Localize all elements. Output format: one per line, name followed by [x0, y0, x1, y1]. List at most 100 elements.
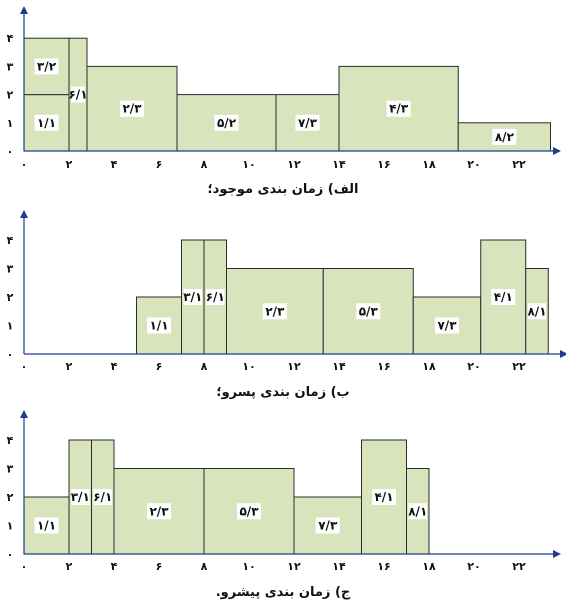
y-axis-arrow-icon [20, 6, 28, 14]
block-label-bg [356, 303, 381, 320]
block-label-bg [262, 303, 287, 320]
schedule-block: ۶/۱ [91, 439, 115, 555]
schedule-block: ۵/۳ [322, 268, 414, 355]
schedule-block: ۴/۱ [480, 239, 527, 355]
chart-2: ۱/۱۳/۱ ۶/۱۲/۳ ۵/۳۷/۳۴/۱۸/۱۰ ۲ ۴ ۶ ۸ ۱۰ ۱۲ ۱۴ ۱۶ ۱۸ ۲… [7, 410, 561, 600]
y-axis-arrow-icon [20, 410, 28, 418]
block-label-bg [527, 303, 547, 320]
block-label: ۵/۲ [217, 116, 237, 130]
block-label-bg [34, 58, 59, 75]
x-tick-label: ۱۶ [377, 560, 390, 573]
block-label: ۷/۳ [437, 319, 457, 333]
block-label-bg [315, 517, 340, 534]
block-label: ۱/۱ [37, 519, 56, 533]
y-tick-label: ۲ [7, 491, 14, 504]
block-label-bg [206, 289, 225, 305]
y-tick-label: ۴ [7, 32, 14, 45]
block-label: ۷/۳ [298, 116, 318, 130]
y-tick-label: ۳ [7, 463, 14, 476]
x-tick-label: ۱۶ [377, 360, 390, 373]
block-label-bg [386, 100, 411, 117]
chart-0: ۱/۱۳/۲۶/۱۲/۳۵/۲ ۷/۳۴/۳۸/۲۰ ۲ ۴ ۶ ۸ ۱۰ ۱۲ ۱۴ ۱۶ ۱۸ ۲… [7, 6, 561, 197]
y-tick-label: ۴ [7, 434, 14, 447]
x-tick-label: ۲۲ [512, 560, 526, 573]
x-tick-label: ۲۰ [467, 158, 480, 171]
block-label-bg [34, 517, 59, 534]
y-tick-label: ۴ [7, 234, 14, 247]
chart-1: ۱/۱۳/۱ ۶/۱۲/۳ ۵/۳۷/۳۴/۱۸/۱۰ ۲ ۴ ۶ ۸ ۱۰ ۱۲ ۱۴ ۱۶ ۱۸ ۲… [7, 210, 566, 400]
block-label: ۱/۱ [37, 116, 56, 130]
schedule-block: ۱/۱ [23, 94, 70, 152]
x-tick-label: ۰ [21, 560, 28, 573]
x-tick-label: ۸ [201, 158, 208, 171]
schedule-block: ۱/۱ [23, 496, 70, 555]
schedule-block: ۵/۳ [203, 468, 295, 555]
x-tick-label: ۸ [201, 360, 208, 373]
block-label: ۶/۱ [93, 490, 112, 504]
x-tick-label: ۱۰ [242, 158, 255, 171]
x-tick-label: ۱۰ [242, 560, 255, 573]
x-tick-label: ۱۶ [377, 158, 390, 171]
block-label: ۵/۳ [239, 504, 259, 518]
x-axis-arrow-icon [553, 147, 561, 155]
y-tick-label: ۰ [7, 548, 14, 561]
x-tick-label: ۲۰ [467, 360, 480, 373]
block-label-bg [147, 317, 171, 334]
x-tick-label: ۲۲ [512, 158, 526, 171]
x-tick-label: ۲۰ [467, 560, 480, 573]
block-label-bg [71, 489, 90, 505]
y-tick-label: ۰ [7, 348, 14, 361]
block-label-bg [214, 114, 239, 131]
block-label: ۳/۱ [71, 490, 90, 504]
schedule-block: ۳/۱ [68, 439, 92, 555]
schedule-block: ۷/۳ [412, 296, 482, 355]
chart-title: الف) زمان بندی موجود؛ [207, 182, 358, 197]
block-label: ۶/۱ [68, 88, 87, 102]
block-label-bg [237, 503, 261, 520]
x-tick-label: ۲ [66, 360, 73, 373]
x-tick-label: ۶ [156, 360, 163, 373]
block-label-bg [435, 317, 459, 334]
block-label: ۱/۱ [149, 319, 168, 333]
y-tick-label: ۲ [7, 89, 14, 102]
block-label: ۳/۲ [37, 59, 57, 73]
schedule-block: ۷/۳ [293, 496, 362, 555]
x-axis-arrow-icon [553, 550, 561, 558]
x-tick-label: ۱۲ [287, 560, 301, 573]
block-label: ۲/۳ [265, 304, 285, 318]
schedule-block: ۷/۳ [275, 94, 340, 152]
block-label: ۷/۳ [318, 519, 338, 533]
block-label: ۲/۳ [149, 504, 169, 518]
schedule-block: ۸/۱ [525, 268, 549, 355]
chart-title: ج) زمان بندی پیشرو. [216, 585, 351, 600]
y-tick-label: ۱ [7, 117, 14, 130]
y-tick-label: ۱ [7, 520, 14, 533]
schedule-block: ۵/۲ [176, 94, 277, 152]
block-label: ۶/۱ [206, 290, 225, 304]
block-label: ۴/۱ [374, 490, 393, 504]
x-tick-label: ۱۸ [422, 360, 436, 373]
x-tick-label: ۱۰ [242, 360, 255, 373]
schedule-block: ۸/۲ [457, 122, 551, 152]
y-tick-label: ۰ [7, 145, 14, 158]
schedule-block: ۶/۱ [68, 37, 88, 152]
x-tick-label: ۲۲ [512, 360, 526, 373]
block-label-bg [408, 503, 427, 520]
x-tick-label: ۱۸ [422, 560, 436, 573]
y-tick-label: ۳ [7, 263, 14, 276]
block-label: ۸/۱ [527, 304, 546, 318]
schedule-block: ۳/۲ [23, 37, 70, 96]
y-axis-arrow-icon [20, 210, 28, 218]
block-label: ۴/۳ [389, 102, 409, 116]
block-label: ۳/۱ [183, 290, 202, 304]
block-label: ۲/۳ [122, 102, 142, 116]
chart-title: ب) زمان بندی پسرو؛ [216, 385, 349, 400]
schedule-block: ۲/۳ [113, 468, 205, 555]
x-tick-label: ۱۲ [287, 360, 301, 373]
x-tick-label: ۴ [111, 560, 118, 573]
block-label-bg [147, 503, 171, 520]
schedule-block: ۲/۳ [226, 268, 324, 355]
block-label: ۸/۱ [408, 504, 427, 518]
x-tick-label: ۴ [111, 360, 118, 373]
block-label-bg [93, 489, 112, 505]
